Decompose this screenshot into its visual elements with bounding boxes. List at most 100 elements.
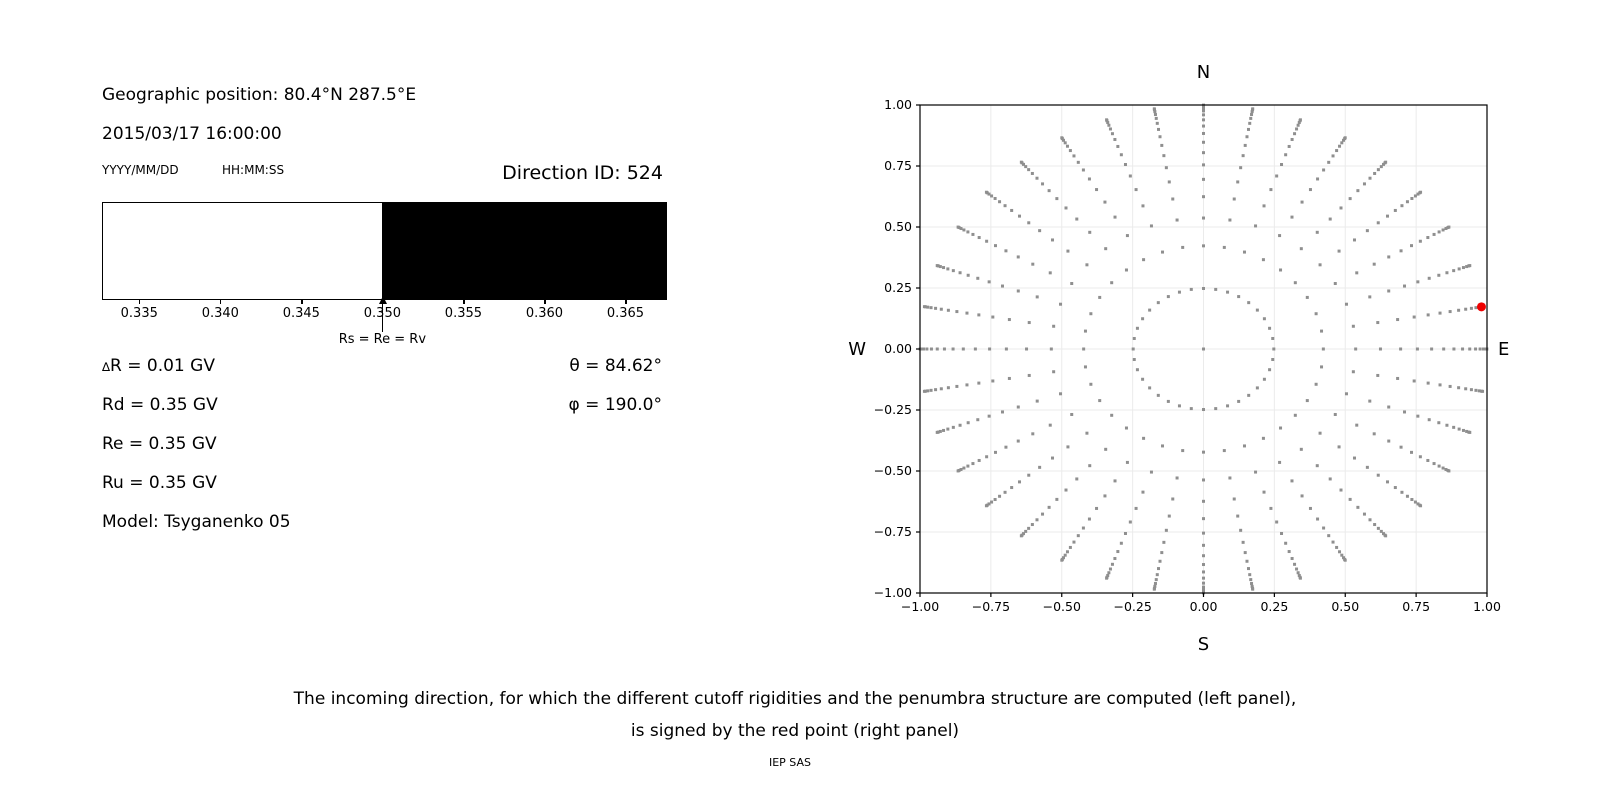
direction-dot: [1010, 486, 1014, 490]
direction-dot: [1228, 218, 1232, 222]
direction-dot: [1308, 506, 1312, 510]
direction-dot: [1247, 393, 1251, 397]
direction-dot: [1202, 576, 1205, 580]
direction-dot: [1134, 188, 1138, 192]
direction-dot: [1457, 308, 1461, 312]
direction-dot: [1249, 116, 1253, 120]
direction-dot: [1237, 399, 1241, 403]
direction-dot: [1293, 281, 1297, 285]
direction-dot: [1251, 107, 1255, 111]
x-tick-label: −0.25: [1113, 599, 1151, 614]
direction-dot: [1426, 313, 1430, 317]
direction-dot: [1076, 534, 1080, 538]
direction-dot: [1202, 554, 1205, 558]
direction-dot: [1261, 258, 1265, 262]
direction-dot: [1052, 370, 1056, 374]
rs-arrow-label: Rs = Re = Rv: [338, 332, 427, 347]
direction-dot: [1362, 512, 1366, 516]
direction-dot: [1132, 358, 1136, 362]
direction-dot: [1418, 455, 1422, 459]
direction-dot: [1477, 389, 1481, 393]
direction-dot: [1202, 113, 1205, 117]
direction-dot: [1275, 174, 1279, 178]
direction-dot: [961, 347, 965, 351]
direction-dot: [935, 430, 939, 434]
penumbra-tick-mark: [463, 300, 465, 304]
direction-dot: [1448, 384, 1452, 388]
direction-dot: [1123, 531, 1127, 535]
direction-dot: [1065, 144, 1069, 148]
model-label: Model: Tsyganenko 05: [102, 512, 291, 532]
direction-dot: [987, 502, 991, 506]
direction-dot: [1416, 280, 1420, 284]
direction-dot: [1081, 168, 1085, 172]
direction-dot: [1465, 265, 1469, 269]
direction-dot: [1160, 551, 1164, 555]
time-format-label: HH:MM:SS: [222, 163, 285, 177]
direction-dot: [1242, 444, 1246, 448]
direction-dot: [1342, 138, 1346, 142]
direction-dot: [1171, 197, 1175, 201]
direction-dot: [1110, 413, 1114, 417]
direction-dot: [1232, 197, 1236, 201]
direction-dot: [1478, 347, 1482, 351]
direction-dot: [1290, 479, 1294, 483]
direction-dot: [1300, 200, 1304, 204]
direction-dot: [1275, 520, 1279, 524]
date-format-label: YYYY/MM/DD: [102, 163, 179, 177]
direction-dot: [1214, 407, 1218, 411]
direction-dot: [1202, 118, 1205, 122]
direction-dot: [962, 466, 966, 470]
direction-dot: [1142, 436, 1146, 440]
y-tick-label: −1.00: [874, 585, 912, 600]
direction-dot: [951, 425, 955, 429]
direction-dot: [993, 498, 997, 502]
direction-dot: [1413, 500, 1417, 504]
direction-dot: [1085, 263, 1089, 267]
direction-dot: [1157, 567, 1161, 571]
direction-dot: [1004, 249, 1008, 253]
direction-dot: [990, 500, 994, 504]
direction-dot: [1128, 520, 1132, 524]
direction-dot: [1296, 571, 1300, 575]
direction-dot: [1113, 557, 1117, 561]
direction-dot: [1072, 154, 1076, 158]
direction-dot: [1452, 269, 1456, 273]
direction-dot: [1290, 557, 1294, 561]
direction-dot: [1457, 386, 1461, 390]
direction-dot: [1337, 249, 1341, 253]
direction-dot: [1384, 160, 1388, 164]
direction-dot: [1461, 266, 1465, 270]
direction-dot: [1305, 295, 1309, 299]
direction-dot: [1351, 370, 1355, 374]
direction-dot: [1284, 541, 1288, 545]
direction-dot: [1113, 479, 1117, 483]
direction-dot: [966, 230, 970, 234]
direction-dot: [1222, 245, 1226, 249]
direction-dot: [1287, 144, 1291, 148]
x-tick-label: 0.75: [1402, 599, 1430, 614]
re-label: Re = 0.35 GV: [102, 434, 217, 454]
direction-dot: [1027, 526, 1031, 530]
direction-dot: [1052, 324, 1056, 328]
direction-dot: [1243, 551, 1247, 555]
direction-dot: [1055, 197, 1059, 201]
direction-dot: [1452, 425, 1456, 429]
direction-dot: [1149, 470, 1153, 474]
direction-dot: [1166, 399, 1170, 403]
direction-dot: [1452, 347, 1456, 351]
direction-dot: [1444, 226, 1448, 230]
direction-dot: [1468, 264, 1472, 268]
direction-dot: [1262, 377, 1266, 381]
direction-dot: [1236, 180, 1240, 184]
direction-dot: [959, 226, 963, 230]
direction-dot: [985, 239, 989, 243]
direction-dot: [1327, 160, 1331, 164]
direction-dot: [1245, 559, 1249, 563]
direction-dot: [1305, 399, 1309, 403]
direction-dot: [1410, 498, 1414, 502]
x-tick-label: 0.25: [1260, 599, 1288, 614]
direction-dot: [965, 311, 969, 315]
direction-dot: [946, 386, 950, 390]
direction-dot: [1153, 110, 1157, 114]
